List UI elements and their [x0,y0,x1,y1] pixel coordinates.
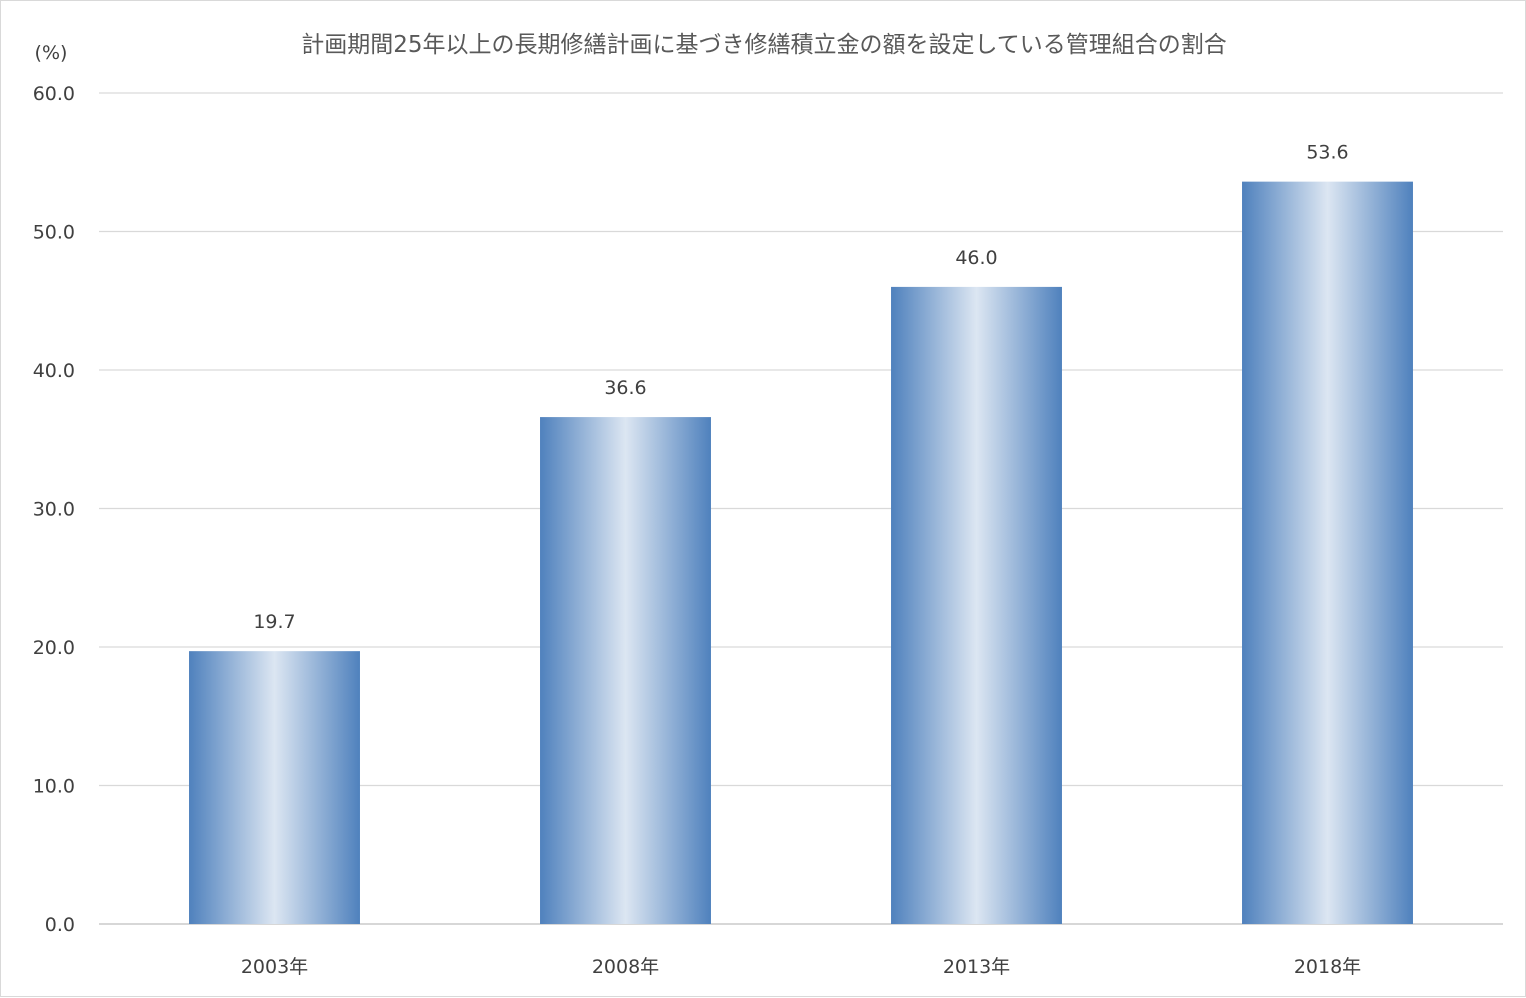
y-tick-label: 20.0 [33,637,75,659]
chart-title: 計画期間25年以上の長期修繕計画に基づき修繕積立金の額を設定している管理組合の割… [301,32,1227,58]
y-tick-label: 30.0 [33,499,75,521]
bar [540,417,711,924]
bars [189,181,1413,924]
y-tick-label: 60.0 [33,83,75,105]
x-tick-label: 2018年 [1294,956,1361,978]
bar [1242,181,1413,924]
bar [189,651,360,924]
y-tick-label: 0.0 [45,914,75,936]
data-label: 19.7 [253,611,295,633]
data-label: 36.6 [604,377,646,399]
y-axis-ticks: 0.0 10.0 20.0 30.0 40.0 50.0 60.0 [33,83,75,936]
y-tick-label: 10.0 [33,776,75,798]
bar [891,286,1062,924]
data-labels: 19.7 36.6 46.0 53.6 [253,142,1348,634]
x-axis-ticks: 2003年 2008年 2013年 2018年 [241,956,1361,978]
x-tick-label: 2003年 [241,956,308,978]
x-tick-label: 2008年 [592,956,659,978]
x-tick-label: 2013年 [943,956,1010,978]
y-axis-unit-label: (%) [35,42,68,64]
y-tick-label: 50.0 [33,222,75,244]
data-label: 53.6 [1306,142,1348,164]
y-tick-label: 40.0 [33,360,75,382]
data-label: 46.0 [955,247,997,269]
